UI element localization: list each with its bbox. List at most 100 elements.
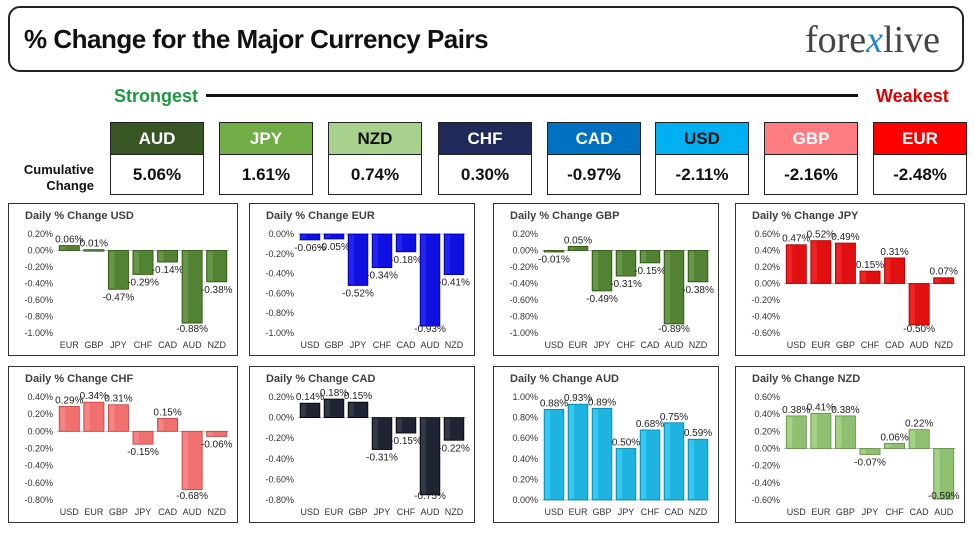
- data-label: 0.22%: [905, 419, 933, 430]
- rank-currency-label: GBP: [764, 122, 858, 155]
- x-tick-label: AUD: [183, 507, 203, 517]
- y-tick-label: -0.20%: [751, 295, 780, 305]
- x-tick-label: GBP: [324, 340, 343, 350]
- x-tick-label: NZD: [207, 340, 226, 350]
- chart-panel-nzd: Daily % Change NZD 0.60% 0.40% 0.20% 0.00% -0…: [735, 366, 965, 523]
- data-label: -0.06%: [201, 439, 233, 450]
- y-tick-label: -1.00%: [24, 328, 53, 338]
- data-label: -0.49%: [586, 294, 618, 305]
- chart-panel-usd: Daily % Change USD 0.20% 0.00% -0.20% -0.40%…: [8, 203, 238, 356]
- x-tick-label: NZD: [934, 340, 953, 350]
- bar-highlight: [133, 432, 139, 444]
- data-label: 0.31%: [880, 247, 908, 258]
- chart-panel-gbp: Daily % Change GBP 0.20% 0.00% -0.20% -0.40%…: [493, 203, 719, 356]
- x-tick-label: NZD: [445, 507, 464, 517]
- y-tick-label: -0.20%: [24, 262, 53, 272]
- x-tick-label: EUR: [84, 507, 104, 517]
- data-label: 0.41%: [807, 402, 835, 413]
- bar-highlight: [349, 403, 355, 417]
- bar-highlight: [593, 251, 599, 290]
- data-label: 0.29%: [55, 395, 83, 406]
- x-tick-label: JPY: [618, 507, 635, 517]
- bar-chart: Daily % Change NZD 0.60% 0.40% 0.20% 0.00% -0…: [751, 373, 959, 517]
- bar-usd: [299, 402, 321, 419]
- x-tick-label: CHF: [861, 340, 880, 350]
- chart-panel-cad: Daily % Change CAD 0.20% 0.00% -0.20% -0.40%…: [249, 366, 475, 523]
- chart-title: Daily % Change EUR: [266, 210, 375, 222]
- bar-chf: [615, 250, 637, 277]
- strongest-label: Strongest: [114, 86, 199, 106]
- y-tick-label: 0.00%: [512, 495, 538, 505]
- bar-aud: [419, 417, 441, 496]
- bar-eur: [810, 240, 832, 284]
- bar-gbp: [347, 401, 369, 419]
- rank-currency-label: NZD: [328, 122, 422, 155]
- bar-eur: [83, 401, 105, 432]
- data-label: 0.06%: [880, 432, 908, 443]
- bar-gbp: [834, 242, 856, 284]
- bar-nzd: [443, 417, 465, 441]
- data-label: -0.22%: [438, 443, 470, 454]
- y-tick-label: 0.20%: [512, 474, 538, 484]
- x-tick-label: EUR: [811, 340, 831, 350]
- y-tick-label: -0.20%: [509, 262, 538, 272]
- x-tick-label: CHF: [617, 340, 636, 350]
- bar-cad: [908, 429, 930, 449]
- bar-highlight: [787, 245, 793, 283]
- y-tick-label: -0.60%: [24, 478, 53, 488]
- data-label: 0.05%: [564, 235, 592, 246]
- logo-text-right: live: [883, 19, 940, 61]
- bar-jpy: [371, 417, 393, 450]
- x-tick-label: EUR: [568, 507, 588, 517]
- bar-highlight: [617, 449, 623, 499]
- y-tick-label: -0.40%: [751, 478, 780, 488]
- x-tick-label: EUR: [568, 340, 588, 350]
- x-tick-label: USD: [544, 507, 564, 517]
- data-label: -0.31%: [366, 453, 398, 464]
- bar-gbp: [591, 407, 613, 501]
- data-label: 0.15%: [153, 407, 181, 418]
- y-tick-label: -0.40%: [265, 454, 294, 464]
- bar-cad: [663, 422, 685, 501]
- bar-eur: [323, 398, 345, 419]
- x-tick-label: AUD: [183, 340, 203, 350]
- data-label: 0.50%: [612, 438, 640, 449]
- bar-highlight: [545, 410, 551, 499]
- data-label: 0.01%: [80, 239, 108, 250]
- rank-currency-label: AUD: [110, 122, 204, 155]
- rank-cell-jpy: JPY 1.61%: [219, 122, 313, 195]
- bar-usd: [299, 233, 321, 241]
- bar-aud: [663, 250, 685, 325]
- bar-gbp: [323, 233, 345, 240]
- chart-title: Daily % Change USD: [25, 210, 134, 222]
- x-tick-label: USD: [60, 507, 80, 517]
- y-tick-label: 0.00%: [754, 279, 780, 289]
- data-label: -0.06%: [294, 243, 326, 254]
- bar-nzd: [687, 250, 709, 283]
- rank-currency-label: USD: [655, 122, 749, 155]
- data-label: 0.14%: [296, 392, 324, 403]
- bar-highlight: [836, 244, 842, 283]
- bar-highlight: [910, 430, 916, 448]
- x-tick-label: USD: [300, 340, 320, 350]
- cumulative-change-label: Cumulative Change: [23, 162, 94, 193]
- y-tick-label: 0.60%: [754, 229, 780, 239]
- y-tick-label: -0.60%: [265, 474, 294, 484]
- rank-cell-usd: USD -2.11%: [655, 122, 749, 195]
- bar-highlight: [301, 235, 307, 239]
- data-label: 0.07%: [930, 267, 958, 278]
- rank-cumulative-value: -2.16%: [764, 155, 858, 195]
- bar-usd: [58, 406, 80, 432]
- y-tick-label: 0.00%: [27, 426, 53, 436]
- bar-jpy: [347, 233, 369, 286]
- bar-highlight: [301, 404, 307, 417]
- y-tick-label: -0.40%: [751, 312, 780, 322]
- bar-highlight: [934, 278, 940, 283]
- bar-highlight: [545, 251, 551, 252]
- data-label: -0.15%: [127, 447, 159, 458]
- y-tick-label: -0.80%: [24, 495, 53, 505]
- chart-title: Daily % Change CHF: [25, 373, 133, 385]
- x-tick-label: GBP: [84, 340, 103, 350]
- chart-title: Daily % Change CAD: [266, 373, 375, 385]
- bar-chf: [884, 442, 906, 449]
